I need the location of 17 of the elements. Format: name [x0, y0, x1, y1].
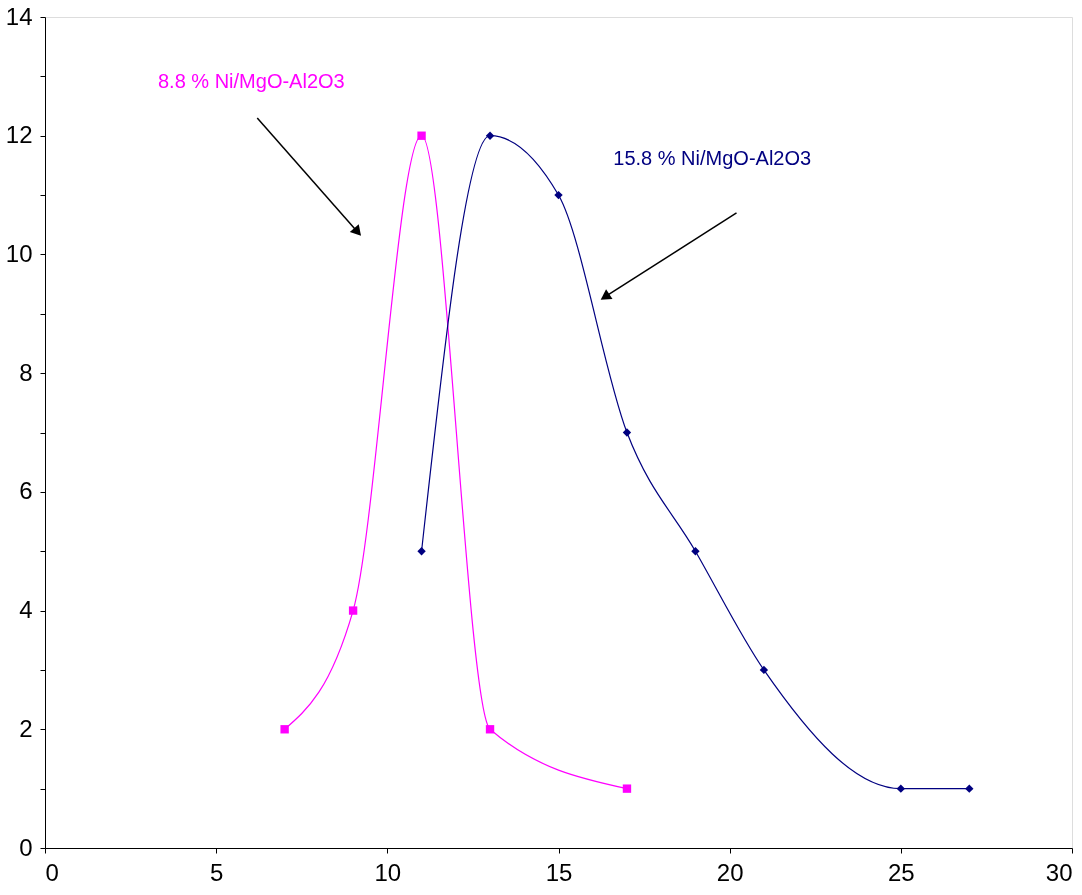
x-tick-label: 15: [545, 858, 573, 886]
y-tick-label: 2: [19, 714, 33, 742]
x-tick-label: 5: [209, 858, 224, 886]
y-tick-label: 12: [5, 121, 33, 149]
y-tick-label: 4: [19, 596, 33, 624]
y-tick-label: 6: [19, 477, 33, 505]
x-tick-label: 25: [887, 858, 915, 886]
y-tick-label: 10: [5, 239, 33, 267]
x-tick-label: 0: [45, 858, 59, 886]
text: 15.8 % Ni/MgO-Al2O3: [613, 147, 812, 170]
x-tick-label: 20: [716, 858, 744, 886]
y-tick-label: 8: [19, 358, 33, 386]
x-tick-label: 30: [1045, 858, 1073, 886]
y-tick-label: 0: [19, 833, 33, 861]
text: 8.8 % Ni/MgO-Al2O3: [157, 70, 345, 93]
x-tick-label: 10: [374, 858, 402, 886]
y-tick-label: 14: [5, 2, 33, 30]
